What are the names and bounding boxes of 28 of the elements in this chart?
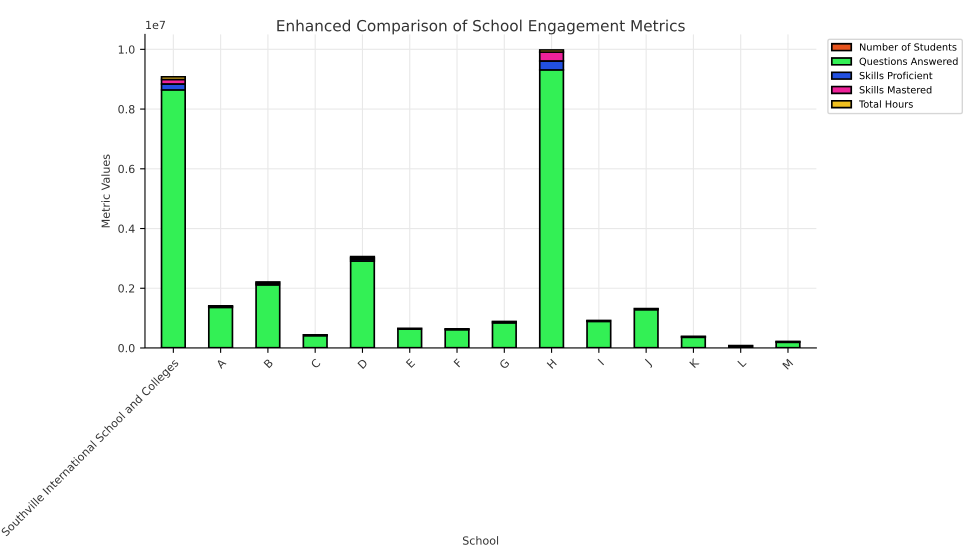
y-tick-label: 0.0 xyxy=(118,344,135,352)
x-tick-label: M xyxy=(782,358,794,370)
x-axis-title: School xyxy=(462,536,498,545)
x-tick-label: C xyxy=(310,358,321,369)
x-tick-label: E xyxy=(406,358,416,368)
y-tick-label: 0.6 xyxy=(118,164,135,174)
y-axis-title: Metric Values xyxy=(101,154,110,228)
x-tick-label: B xyxy=(264,358,274,368)
x-tick-label: I xyxy=(598,358,604,366)
x-tick-label: G xyxy=(498,358,510,370)
x-tick-label: L xyxy=(737,358,747,368)
x-tick-label: D xyxy=(357,358,368,369)
x-tick-label: F xyxy=(454,358,463,368)
legend-label: Number of Students xyxy=(860,43,956,51)
x-tick-label: J xyxy=(644,358,653,368)
x-tick-label: H xyxy=(546,358,557,369)
chart-title: Enhanced Comparison of School Engagement Metrics xyxy=(277,20,685,34)
x-tick-label: A xyxy=(216,358,227,369)
x-tick-label: K xyxy=(689,358,700,368)
legend-label: Skills Mastered xyxy=(860,86,932,94)
y-tick-label: 0.2 xyxy=(118,284,134,293)
text: 1e7 xyxy=(146,20,165,30)
legend-label: Skills Proficient xyxy=(860,72,932,80)
y-tick-label: 0.8 xyxy=(118,105,134,114)
legend-label: Total Hours xyxy=(859,100,913,108)
y-tick-label: 1.0 xyxy=(118,45,135,54)
legend-label: Questions Answered xyxy=(860,57,958,66)
y-tick-label: 0.4 xyxy=(118,224,135,233)
